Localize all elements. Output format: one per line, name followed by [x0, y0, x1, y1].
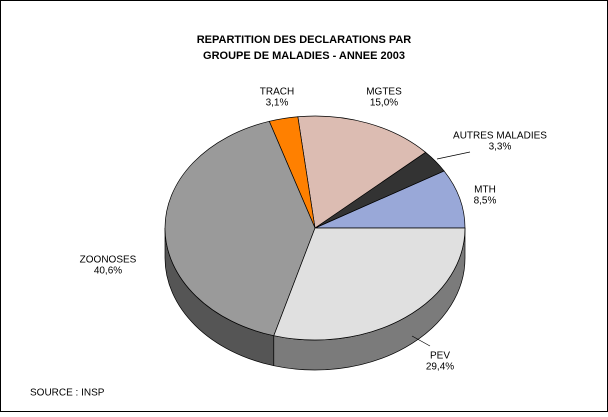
slice-value-label: 40,6%	[94, 266, 122, 277]
slice-label: PEV	[430, 351, 450, 362]
pie-slice	[164, 120, 316, 337]
pie-slice	[297, 115, 427, 229]
pie-slice	[273, 227, 466, 341]
source-note: SOURCE : INSP	[30, 388, 105, 399]
leader-line	[436, 151, 471, 160]
chart-title: REPARTITION DES DECLARATIONS PAR	[197, 34, 412, 46]
slice-label: ZOONOSES	[80, 255, 137, 266]
slice-label: MTH	[474, 185, 496, 196]
chart-title: GROUPE DE MALADIES - ANNEE 2003	[203, 50, 405, 62]
slice-label: MGTES	[366, 87, 402, 98]
slice-value-label: 3,1%	[266, 98, 289, 109]
leader-line	[411, 335, 431, 347]
slice-value-label: 15,0%	[370, 98, 398, 109]
slice-label: AUTRES MALADIES	[453, 131, 547, 142]
slice-value-label: 3,3%	[489, 142, 512, 153]
slice-value-label: 8,5%	[474, 196, 497, 207]
slice-value-label: 29,4%	[426, 362, 454, 373]
slice-label: TRACH	[260, 87, 294, 98]
